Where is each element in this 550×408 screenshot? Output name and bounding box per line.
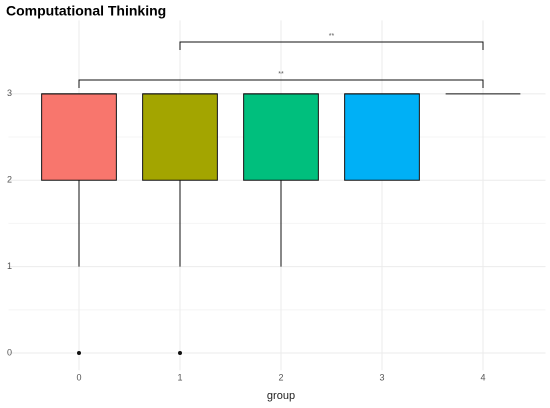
outlier (77, 351, 81, 356)
x-tick-label: 0 (76, 372, 81, 382)
x-axis-label: group (267, 390, 295, 402)
x-tick-label: 1 (177, 372, 182, 382)
y-tick-label: 1 (7, 261, 12, 271)
chart-title: Computational Thinking (6, 3, 166, 19)
x-tick-label: 4 (480, 372, 485, 382)
x-tick-label: 3 (379, 372, 384, 382)
box (142, 93, 218, 181)
y-tick-label: 3 (7, 88, 12, 98)
significance-label: ** (329, 33, 335, 40)
y-tick-label: 2 (7, 175, 12, 185)
box (344, 93, 420, 181)
box (243, 93, 319, 181)
significance-bracket (179, 41, 484, 50)
significance-bracket (78, 79, 484, 89)
box (41, 93, 117, 181)
y-tick-label: 0 (7, 347, 12, 357)
x-tick-label: 2 (278, 372, 283, 382)
outlier (178, 351, 182, 356)
significance-label: ** (278, 71, 284, 78)
